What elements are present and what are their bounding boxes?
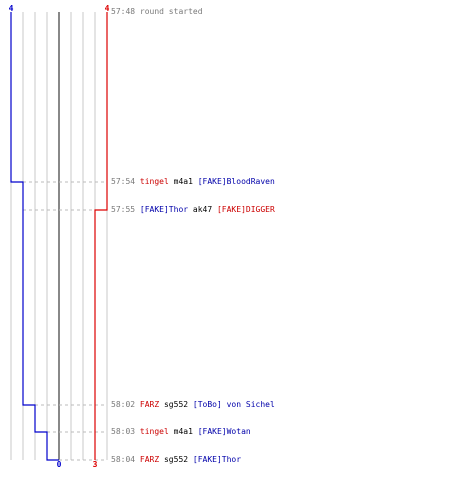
red-start-count: 4: [105, 4, 110, 13]
event-row-kill: 57:54 tingel m4a1 [FAKE]BloodRaven: [111, 177, 275, 187]
event-victim: [FAKE]Thor: [192, 455, 242, 464]
grid-lines: [10, 12, 108, 460]
red-team-line: [94, 12, 108, 460]
event-victim: [ToBo] von Sichel: [192, 400, 275, 409]
event-killer: [FAKE]Thor: [139, 205, 189, 214]
red-end-count: 3: [93, 460, 98, 469]
event-killer: FARZ: [139, 400, 160, 409]
event-row-round-start: 57:48 round started: [111, 7, 203, 17]
event-time: 57:55: [111, 205, 140, 214]
blue-start-count: 4: [9, 4, 14, 13]
event-weapon: m4a1: [168, 177, 198, 186]
event-time: 58:03: [111, 427, 140, 436]
event-row-kill: 58:04 FARZ sg552 [FAKE]Thor: [111, 455, 241, 465]
event-weapon: m4a1: [168, 427, 198, 436]
event-victim: [FAKE]BloodRaven: [197, 177, 275, 186]
event-weapon: sg552: [159, 455, 193, 464]
event-time: 57:48: [111, 7, 140, 16]
event-row-kill: 58:03 tingel m4a1 [FAKE]Wotan: [111, 427, 251, 437]
count-labels: 4 4 0 3: [9, 4, 110, 469]
event-victim: [FAKE]Wotan: [197, 427, 251, 436]
event-row-kill: 58:02 FARZ sg552 [ToBo] von Sichel: [111, 400, 275, 410]
event-killer: tingel: [139, 427, 169, 436]
event-text: round started: [139, 7, 203, 16]
event-time: 58:02: [111, 400, 140, 409]
event-weapon: sg552: [159, 400, 193, 409]
event-killer: tingel: [139, 177, 169, 186]
blue-team-line: [10, 12, 59, 461]
event-row-kill: 57:55 [FAKE]Thor ak47 [FAKE]DIGGER: [111, 205, 275, 215]
team-lines: [10, 12, 108, 461]
event-killer: FARZ: [139, 455, 160, 464]
event-victim: [FAKE]DIGGER: [216, 205, 275, 214]
event-time: 58:04: [111, 455, 140, 464]
blue-end-count: 0: [57, 460, 62, 469]
event-time: 57:54: [111, 177, 140, 186]
event-weapon: ak47: [188, 205, 217, 214]
